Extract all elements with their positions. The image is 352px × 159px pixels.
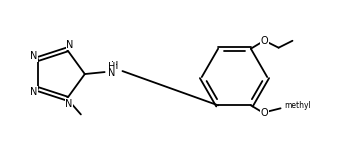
- Text: N: N: [65, 99, 73, 108]
- Text: O: O: [261, 108, 269, 118]
- Text: methyl: methyl: [284, 101, 311, 110]
- Text: H: H: [111, 61, 118, 71]
- Text: N: N: [30, 87, 37, 97]
- Text: N: N: [66, 40, 74, 50]
- Text: O: O: [261, 36, 269, 46]
- Text: N: N: [108, 68, 115, 78]
- Text: H: H: [108, 62, 115, 72]
- Text: N: N: [30, 51, 37, 61]
